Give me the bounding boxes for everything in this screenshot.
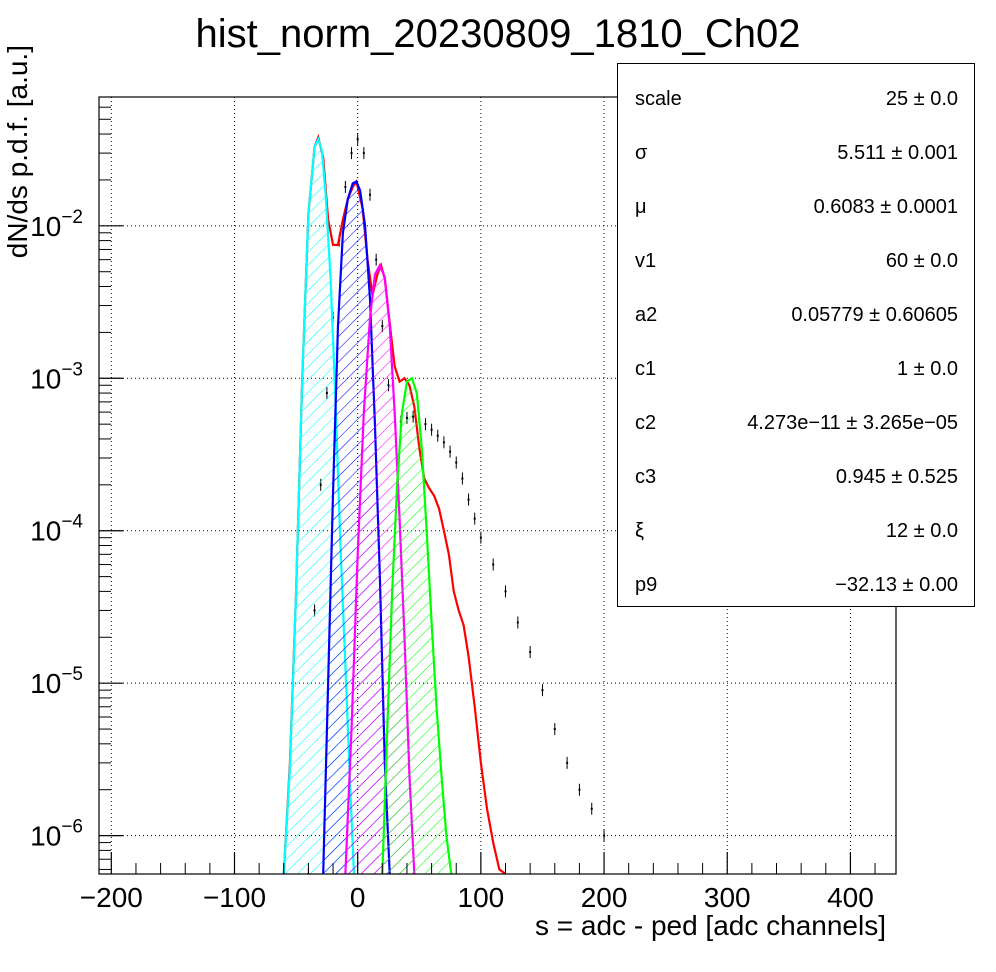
- x-tick-label: 300: [704, 882, 751, 913]
- stat-value: 0.6083 ± 0.0001: [813, 196, 958, 218]
- stat-value: 5.511 ± 0.001: [837, 142, 958, 164]
- stat-value: 0.05779 ± 0.60605: [791, 304, 958, 326]
- stat-name: c3: [635, 466, 657, 488]
- stat-name: μ: [635, 196, 647, 218]
- y-tick-label: 10−2: [30, 207, 83, 242]
- y-tick-label: 10−5: [30, 664, 83, 699]
- stat-row: v1 60 ± 0.0: [618, 236, 974, 290]
- x-axis-label: s = adc - ped [adc channels]: [535, 910, 886, 941]
- y-tick-label: 10−3: [30, 359, 83, 394]
- y-axis-ticks: 10−6 10−5 10−4 10−3 10−2: [30, 96, 123, 870]
- y-tick-label: 10−6: [30, 817, 83, 852]
- stat-row: a2 0.05779 ± 0.60605: [618, 290, 974, 344]
- x-tick-label: 400: [827, 882, 874, 913]
- stat-row: scale 25 ± 0.0: [618, 74, 974, 128]
- stat-value: −32.13 ± 0.00: [835, 574, 958, 596]
- stat-name: ξ: [635, 520, 644, 542]
- stat-name: scale: [635, 88, 682, 110]
- stat-name: c1: [635, 358, 657, 380]
- stat-name: p9: [635, 574, 658, 596]
- series-group: [282, 133, 606, 874]
- stat-name: v1: [635, 250, 657, 272]
- fit-stats-box: scale 25 ± 0.0 σ 5.511 ± 0.001 μ 0.6083 ± 0.0…: [617, 63, 975, 607]
- series-curve-5: [381, 376, 453, 874]
- stat-row: c3 0.945 ± 0.525: [618, 452, 974, 506]
- stat-name: σ: [635, 142, 648, 164]
- x-tick-label: −100: [203, 882, 266, 913]
- stat-value: 60 ± 0.0: [885, 250, 958, 272]
- stat-value: 0.945 ± 0.525: [835, 466, 958, 488]
- x-tick-label: 200: [581, 882, 628, 913]
- stat-value: 25 ± 0.0: [885, 88, 958, 110]
- x-tick-label: 0: [350, 882, 366, 913]
- stat-value: 4.273e−11 ± 3.265e−05: [747, 412, 958, 434]
- stat-row: p9 −32.13 ± 0.00: [618, 560, 974, 614]
- stat-row: c1 1 ± 0.0: [618, 344, 974, 398]
- x-tick-label: −200: [80, 882, 143, 913]
- stat-value: 1 ± 0.0: [896, 358, 958, 380]
- x-tick-label: 100: [458, 882, 505, 913]
- stat-row: c2 4.273e−11 ± 3.265e−05: [618, 398, 974, 452]
- stat-value: 12 ± 0.0: [885, 520, 958, 542]
- stat-row: σ 5.511 ± 0.001: [618, 128, 974, 182]
- y-axis-label: dN/ds p.d.f. [a.u.]: [2, 45, 33, 259]
- stat-name: c2: [635, 412, 657, 434]
- y-tick-label: 10−4: [30, 512, 83, 547]
- stat-row: μ 0.6083 ± 0.0001: [618, 182, 974, 236]
- x-axis-ticks: −200 −100 0 100 200 300 400: [80, 852, 876, 913]
- series-fill-5: [382, 378, 452, 874]
- stat-name: a2: [635, 304, 658, 326]
- stat-row: ξ 12 ± 0.0: [618, 506, 974, 560]
- chart-title: hist_norm_20230809_1810_Ch02: [195, 12, 801, 56]
